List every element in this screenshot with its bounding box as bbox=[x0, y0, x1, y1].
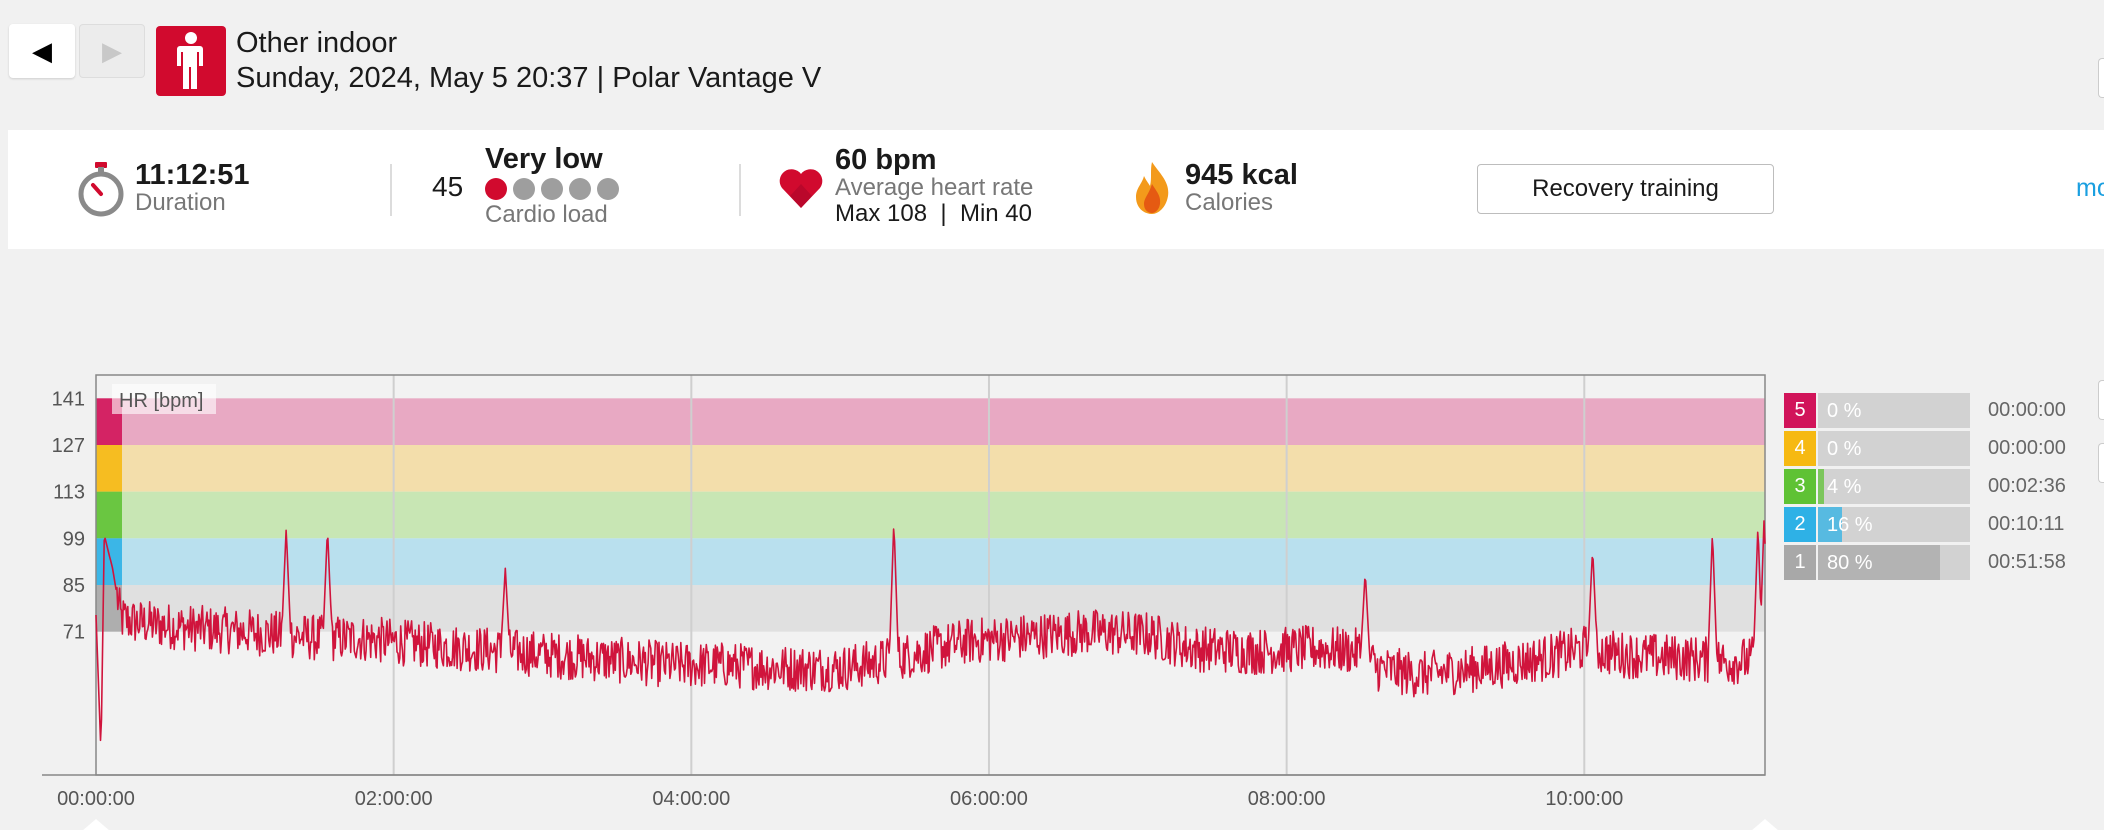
hr-zone-band-3 bbox=[96, 491, 1765, 539]
hr-zone-marker-4 bbox=[96, 445, 122, 492]
series-label: HR [bpm] bbox=[119, 390, 203, 412]
zone-row-3: 3 4 % bbox=[1784, 469, 1970, 504]
zone-percent-bar: 0 % bbox=[1818, 431, 1970, 466]
calories-label: Calories bbox=[1185, 189, 1274, 216]
hr-zone-band-5 bbox=[96, 398, 1765, 445]
hr-zone-band-1 bbox=[96, 585, 1765, 632]
cardio-dot bbox=[485, 178, 507, 200]
zone-percent-label: 80 % bbox=[1827, 552, 1873, 574]
zone-time-label: 00:00:00 bbox=[1988, 437, 2066, 459]
cardio-dot bbox=[541, 178, 563, 200]
avg-heart-rate-value: 60 bpm bbox=[835, 144, 937, 176]
y-tick-label: 127 bbox=[52, 435, 85, 457]
side-panel-handle[interactable] bbox=[2098, 58, 2104, 98]
zone-time-label: 00:02:36 bbox=[1988, 475, 2066, 497]
zone-time-label: 00:10:11 bbox=[1988, 513, 2065, 535]
cardio-load-value: 45 bbox=[432, 171, 464, 202]
duration-label: Duration bbox=[135, 189, 226, 216]
series-label-box bbox=[112, 384, 216, 414]
zone-row-2: 2 16 % bbox=[1784, 507, 1970, 542]
more-link[interactable]: mo bbox=[2076, 174, 2104, 202]
zone-percent-bar: 4 % bbox=[1818, 469, 1970, 504]
zone-number: 3 bbox=[1784, 469, 1816, 504]
calories-block: 945 kcal Calories bbox=[1185, 160, 1298, 216]
x-tick-label: 02:00:00 bbox=[355, 788, 433, 810]
sport-title: Other indoor bbox=[236, 27, 398, 59]
x-tick-label: 00:00:00 bbox=[57, 788, 135, 810]
duration-block: 11:12:51 Duration bbox=[135, 160, 250, 216]
zone-percent-label: 4 % bbox=[1827, 476, 1862, 498]
cardio-load-level: Very low bbox=[485, 143, 603, 175]
session-subtitle: Sunday, 2024, May 5 20:37 | Polar Vantag… bbox=[236, 62, 822, 94]
cardio-dot bbox=[569, 178, 591, 200]
side-panel-handle[interactable] bbox=[2098, 380, 2104, 420]
y-tick-label: 141 bbox=[52, 388, 85, 410]
zone-percent-fill bbox=[1818, 545, 1940, 580]
hr-zone-band-4 bbox=[96, 445, 1765, 492]
range-start-handle bbox=[83, 819, 109, 830]
x-tick-label: 08:00:00 bbox=[1248, 788, 1326, 810]
zone-percent-label: 16 % bbox=[1827, 514, 1873, 536]
divider bbox=[390, 164, 392, 216]
range-end-handle bbox=[1752, 819, 1778, 830]
heart-rate-chart: 00:00:00 02:00:00 04:00:00 06:00:00 08:00:00… bbox=[42, 374, 1778, 830]
zone-row-4: 4 0 % bbox=[1784, 431, 1970, 466]
zone-row-5: 5 0 % bbox=[1784, 393, 1970, 428]
x-tick-label: 06:00:00 bbox=[950, 788, 1028, 810]
previous-session-button[interactable]: ◀ bbox=[9, 24, 75, 78]
zone-percent-bar: 16 % bbox=[1818, 507, 1970, 542]
y-tick-label: 71 bbox=[63, 622, 85, 644]
heart-rate-block: 60 bpm Average heart rate Max 108 | Min … bbox=[835, 145, 1033, 227]
cardio-load-block: Very low Cardio load bbox=[485, 144, 619, 228]
x-tick-label: 04:00:00 bbox=[652, 788, 730, 810]
next-session-button[interactable]: ▶ bbox=[79, 24, 145, 78]
hr-zone-marker-3 bbox=[96, 491, 122, 539]
avg-heart-rate-label: Average heart rate bbox=[835, 174, 1034, 201]
zone-percent-label: 0 % bbox=[1827, 438, 1862, 460]
zone-percent-bar: 0 % bbox=[1818, 393, 1970, 428]
zone-percent-fill bbox=[1818, 507, 1843, 542]
heart-icon bbox=[778, 166, 824, 215]
cardio-load-label: Cardio load bbox=[485, 201, 608, 228]
heart-rate-line bbox=[95, 520, 1766, 742]
person-icon bbox=[156, 26, 226, 96]
y-tick-label: 113 bbox=[53, 482, 85, 504]
zone-percent-bar: 80 % bbox=[1818, 545, 1970, 580]
side-panel-handle[interactable] bbox=[2098, 443, 2104, 483]
cardio-dot bbox=[597, 178, 619, 200]
zone-percent-fill bbox=[1818, 469, 1825, 504]
training-benefit-button[interactable]: Recovery training bbox=[1477, 164, 1774, 214]
zone-number: 2 bbox=[1784, 507, 1816, 542]
zone-percent-label: 0 % bbox=[1827, 400, 1862, 422]
zone-time-label: 00:51:58 bbox=[1988, 551, 2066, 573]
hr-zone-marker-2 bbox=[96, 538, 122, 585]
zone-row-1: 1 80 % bbox=[1784, 545, 1970, 580]
heart-rate-max-min: Max 108 | Min 40 bbox=[835, 200, 1032, 227]
hr-zone-band-2 bbox=[96, 538, 1765, 585]
summary-bar: 11:12:51 Duration 45 Very low Cardio loa… bbox=[8, 130, 2104, 249]
y-tick-label: 99 bbox=[63, 528, 85, 550]
cardio-dot bbox=[513, 178, 535, 200]
zone-number: 1 bbox=[1784, 545, 1816, 580]
zone-number: 5 bbox=[1784, 393, 1816, 428]
x-tick-label: 10:00:00 bbox=[1545, 788, 1623, 810]
stopwatch-icon bbox=[76, 162, 126, 223]
zone-number: 4 bbox=[1784, 431, 1816, 466]
cardio-load-dots bbox=[485, 178, 619, 200]
calories-value: 945 kcal bbox=[1185, 159, 1298, 191]
flame-icon bbox=[1132, 160, 1172, 221]
zone-time-label: 00:00:00 bbox=[1988, 399, 2066, 421]
divider bbox=[739, 164, 741, 216]
duration-value: 11:12:51 bbox=[135, 159, 250, 191]
y-tick-label: 85 bbox=[63, 575, 85, 597]
session-navigation: ◀ ▶ bbox=[9, 24, 145, 78]
